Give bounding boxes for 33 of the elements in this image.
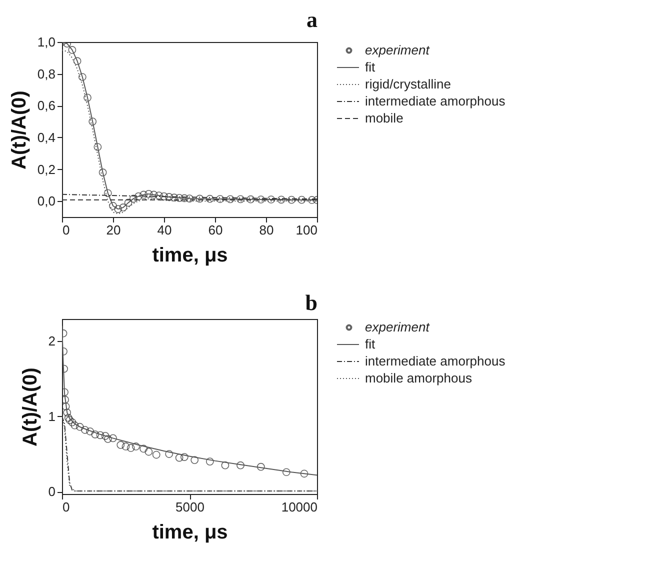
chart-title: a (306, 7, 318, 32)
y-tick-label: 0,0 (37, 194, 56, 209)
y-axis-title: A(t)/A(0) (8, 90, 30, 170)
y-tick-label: 0,6 (37, 98, 56, 114)
x-tick-label: 0 (62, 222, 70, 238)
legend-label: intermediate amorphous (365, 94, 506, 108)
x-tick-label: 0 (62, 500, 70, 514)
legend-label: experiment (365, 320, 431, 334)
chart-title: b (305, 290, 318, 315)
y-tick-label: 0,8 (37, 66, 56, 82)
legend-label: mobile (365, 110, 404, 126)
x-tick-label: 100 (296, 222, 318, 238)
legend-label: fit (365, 60, 376, 74)
x-tick-label: 20 (106, 222, 121, 238)
x-tick-label: 60 (208, 222, 223, 238)
legend-label: experiment (365, 42, 431, 58)
y-tick-label: 0 (48, 484, 56, 500)
x-tick-label: 10000 (281, 500, 318, 514)
legend-label: rigid/crystalline (365, 76, 451, 92)
y-tick-label: 2 (48, 333, 56, 348)
y-tick-label: 0,4 (37, 130, 56, 145)
x-tick-label: 40 (157, 222, 172, 238)
x-tick-label: 5000 (176, 500, 204, 514)
legend-label: intermediate amorphous (365, 354, 506, 368)
x-tick-label: 80 (259, 222, 274, 238)
y-axis-title: A(t)/A(0) (19, 368, 42, 446)
y-tick-label: 1,0 (37, 34, 56, 50)
x-axis-title: time, μs (152, 522, 228, 544)
y-tick-label: 1 (48, 408, 56, 424)
legend-label: mobile amorphous (365, 370, 472, 386)
x-axis-title: time, μs (152, 244, 228, 266)
legend-label: fit (365, 336, 376, 352)
y-tick-label: 0,2 (37, 162, 56, 177)
